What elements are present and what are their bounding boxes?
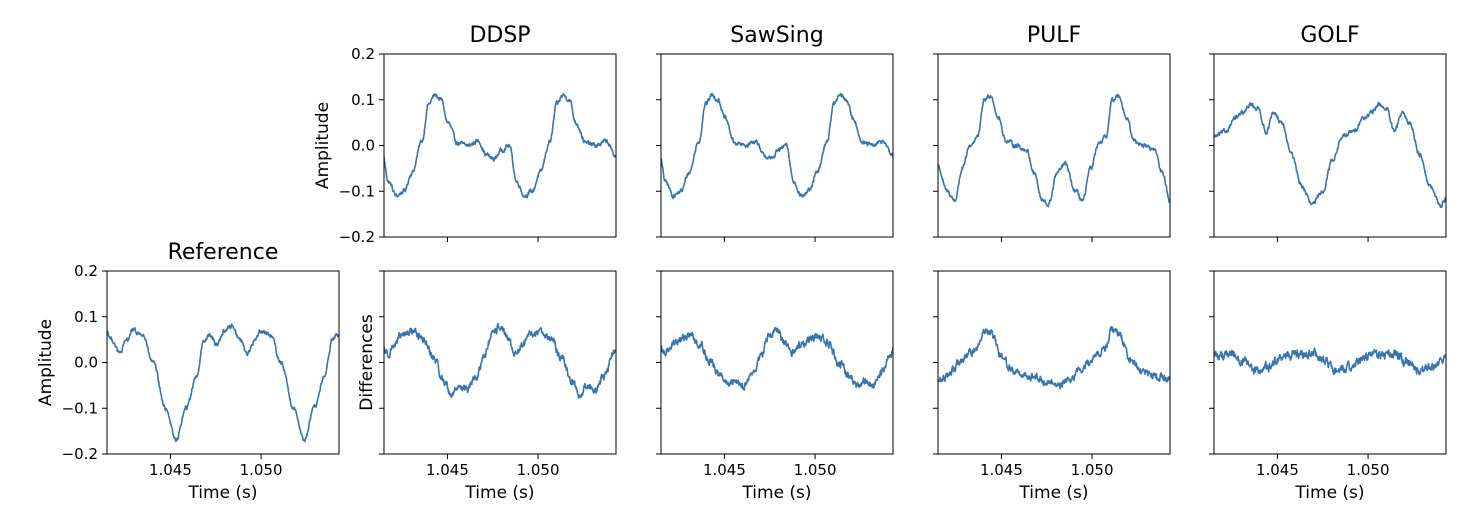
panel-reference-waveform: Reference −0.2 −0.1 0.0 0.1 0.2 1.045 1.050 Time…	[36, 240, 340, 503]
panel-ddsp-differences: 1.045 1.050 Time (s) Differences	[357, 270, 617, 503]
x-axis-label: Time (s)	[741, 483, 811, 503]
y-tick-label: 0.2	[74, 262, 98, 280]
plot-frame	[660, 53, 894, 238]
y-tick-label: 0.1	[351, 91, 375, 109]
y-tick-label: −0.1	[62, 399, 98, 417]
waveform-line	[661, 92, 893, 200]
y-tick-label: 0.2	[351, 45, 375, 63]
panel-sawsing-differences: 1.045 1.050 Time (s)	[656, 270, 894, 503]
plot-frame	[106, 270, 340, 455]
x-axis-label: Time (s)	[187, 483, 257, 503]
panel-title: DDSP	[469, 23, 530, 48]
panel-title: PULF	[1027, 23, 1081, 48]
x-tick-label: 1.045	[980, 461, 1023, 479]
panel-title: GOLF	[1300, 23, 1359, 48]
waveform-line	[938, 325, 1170, 390]
x-tick-label: 1.050	[240, 461, 283, 479]
panel-title: Reference	[168, 240, 279, 265]
panel-golf-differences: 1.045 1.050 Time (s)	[1209, 270, 1447, 503]
plot-frame	[937, 270, 1171, 455]
x-tick-label: 1.045	[426, 461, 469, 479]
x-axis-label: Time (s)	[464, 483, 534, 503]
y-tick-label: 0.1	[74, 308, 98, 326]
x-axis-label: Time (s)	[1294, 483, 1364, 503]
waveform-line	[384, 93, 616, 199]
panel-pulf-differences: 1.045 1.050 Time (s)	[933, 270, 1171, 503]
y-tick-label: −0.2	[339, 228, 375, 246]
y-tick-label: −0.2	[62, 445, 98, 463]
plot-frame	[937, 53, 1171, 238]
y-axis-label: Amplitude	[313, 102, 333, 189]
x-tick-label: 1.045	[1256, 461, 1299, 479]
x-tick-label: 1.050	[1347, 461, 1390, 479]
waveform-line	[1214, 347, 1446, 376]
y-tick-label: 0.0	[74, 354, 98, 372]
x-tick-label: 1.045	[703, 461, 746, 479]
y-tick-label: −0.1	[339, 182, 375, 200]
y-axis-label: Amplitude	[36, 319, 56, 406]
x-tick-label: 1.050	[794, 461, 837, 479]
plot-frame	[1213, 53, 1447, 238]
panel-pulf-waveform: PULF	[933, 23, 1171, 242]
panel-title: SawSing	[730, 23, 823, 48]
waveform-line	[384, 322, 616, 399]
y-tick-label: 0.0	[351, 137, 375, 155]
y-axis-label: Differences	[357, 314, 377, 411]
x-tick-label: 1.045	[149, 461, 192, 479]
plot-frame	[383, 53, 617, 238]
waveform-line	[938, 93, 1170, 208]
x-tick-label: 1.050	[517, 461, 560, 479]
waveform-line	[1214, 101, 1446, 209]
panel-golf-waveform: GOLF	[1209, 23, 1447, 242]
x-tick-label: 1.050	[1071, 461, 1114, 479]
waveform-line	[661, 326, 893, 391]
panel-ddsp-waveform: DDSP −0.2 −0.1 0.0 0.1 0.2 Amplitude	[313, 23, 617, 246]
waveform-line	[107, 323, 339, 443]
plot-frame	[1213, 270, 1447, 455]
panel-sawsing-waveform: SawSing	[656, 23, 894, 242]
plot-frame	[660, 270, 894, 455]
x-axis-label: Time (s)	[1018, 483, 1088, 503]
plot-frame	[383, 270, 617, 455]
